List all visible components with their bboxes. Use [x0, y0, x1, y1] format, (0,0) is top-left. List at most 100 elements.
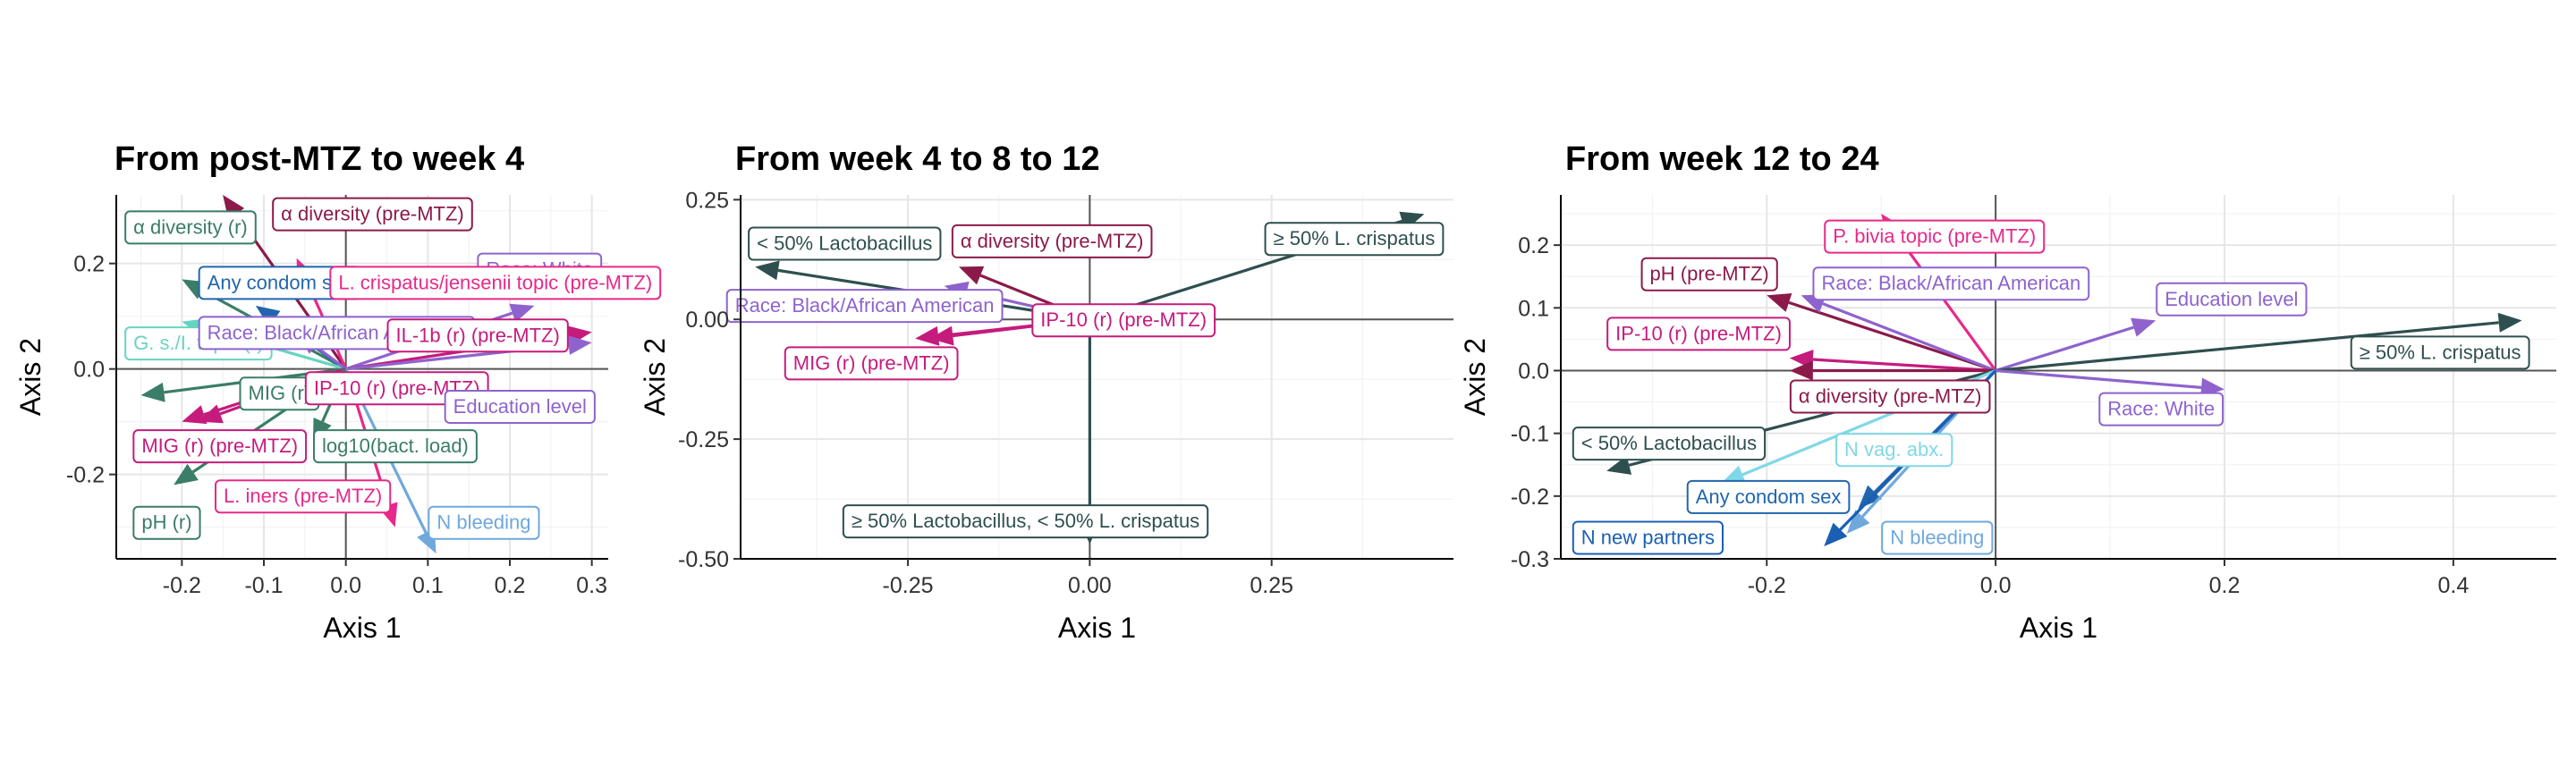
vector-label-box	[428, 505, 540, 540]
vector-arrowhead	[174, 463, 199, 486]
vector-label: pH (r)	[132, 505, 201, 540]
vector-label-text: Race: Black/African American	[1821, 272, 2080, 294]
vector-label: ≥ 50% Lactobacillus, < 50% L. crispatus	[842, 504, 1209, 539]
vector-label-text: α diversity (pre-MTZ)	[281, 203, 464, 225]
x-tick-label: 0.0	[1980, 573, 2012, 598]
vector-labels: < 50% Lactobacillus α diversity (pre-MTZ)…	[725, 222, 1445, 539]
vector-labels: α diversity (r) α diversity (pre-MTZ) Any …	[124, 197, 662, 540]
vector-arrow-line	[1822, 302, 1996, 372]
x-tick-label: 0.1	[412, 573, 444, 598]
vector-label-text: Any condom sex	[208, 271, 353, 293]
panel-title: From week 12 to 24	[1565, 140, 1879, 178]
vector-label: IL-1b (r) (pre-MTZ)	[386, 318, 569, 353]
vector-label-text: Education level	[453, 395, 587, 418]
vector-label: IP-10 (r) (pre-MTZ)	[1031, 303, 1216, 338]
vector-label-text: < 50% Lactobacillus	[757, 232, 932, 255]
vector-label-text: < 50% Lactobacillus	[1581, 432, 1757, 454]
vector-label-box	[329, 266, 662, 300]
vector-label-text: P. bivia topic (pre-MTZ)	[1833, 225, 2036, 248]
vector-label: L. crispatus/jensenii topic (pre-MTZ)	[329, 266, 662, 300]
vector-arrowhead	[182, 405, 208, 425]
vector-label-box	[1264, 222, 1445, 257]
vector-labels: P. bivia topic (pre-MTZ) pH (pre-MTZ) Race…	[1572, 219, 2530, 555]
vector-arrowhead	[915, 325, 940, 346]
panel-title: From week 4 to 8 to 12	[735, 140, 1100, 178]
vector-arrow-line	[1812, 358, 1996, 373]
vector-label: MIG (r)	[239, 376, 320, 411]
vector-label: N bleeding	[1881, 520, 1994, 555]
vector-label-box	[1031, 303, 1216, 338]
vector-label: log10(bact. load)	[313, 429, 478, 464]
vector-label-box	[1572, 520, 1724, 555]
x-tick-label: 0.25	[1250, 573, 1293, 598]
vector-arrowhead	[140, 382, 165, 402]
vector-label-box	[313, 429, 478, 464]
panel-title: From post-MTZ to week 4	[114, 140, 524, 178]
panel-2: < 50% Lactobacillus α diversity (pre-MTZ)…	[639, 140, 1453, 644]
y-axis-title: Axis 2	[1459, 338, 1491, 416]
vector-label-box	[304, 371, 489, 406]
vector-arrowhead	[958, 266, 985, 285]
y-tick-label: 0.0	[73, 358, 105, 383]
vector-label-text: IP-10 (r) (pre-MTZ)	[1615, 322, 1782, 344]
vector-label-text: Race: White	[2107, 398, 2215, 420]
vector-arrowhead	[2497, 312, 2522, 333]
x-tick-label: 0.2	[495, 573, 526, 598]
vector-label-text: L. crispatus/jensenii topic (pre-MTZ)	[338, 271, 652, 293]
y-tick-label: 0.00	[685, 308, 729, 333]
vector-label: N bleeding	[428, 505, 540, 540]
y-tick-label: 0.0	[1518, 359, 1549, 384]
vector-arrow-line	[1995, 321, 2499, 373]
vector-label-box	[272, 197, 473, 232]
x-tick-label: 0.2	[2209, 573, 2241, 598]
vector-label-text: Race: Black/African American	[735, 294, 995, 317]
vector-label: α diversity (r)	[124, 210, 257, 245]
vector-label: ≥ 50% L. crispatus	[2350, 335, 2530, 370]
vector-label-box	[725, 289, 1004, 324]
vector-label-box	[1606, 317, 1791, 351]
y-tick-label: -0.25	[678, 427, 729, 452]
y-tick-label: -0.2	[1511, 485, 1549, 510]
vector-label-text: α diversity (pre-MTZ)	[961, 230, 1144, 252]
x-tick-label: 0.3	[576, 573, 607, 598]
vector-label-text: pH (r)	[141, 511, 191, 534]
vector-label: < 50% Lactobacillus	[1572, 427, 1767, 461]
vector-label-box	[386, 318, 569, 353]
vector-label-text: ≥ 50% L. crispatus	[1274, 227, 1436, 249]
vector-label-text: Any condom sex	[1696, 486, 1842, 508]
vector-label-text: IL-1b (r) (pre-MTZ)	[396, 324, 560, 346]
vector-label-box	[784, 346, 959, 381]
vector-label: Any condom sex	[198, 266, 362, 300]
panel-1: α diversity (r) α diversity (pre-MTZ) Any …	[14, 140, 662, 644]
vector-label-box	[1789, 379, 1991, 414]
vector-label-box	[2098, 392, 2224, 427]
vector-label: IP-10 (r) (pre-MTZ)	[304, 371, 489, 406]
x-tick-label: -0.2	[1748, 573, 1786, 598]
vector-arrowhead	[1846, 510, 1870, 534]
vector-arrowhead	[1858, 485, 1882, 509]
vector-label-text: ≥ 50% Lactobacillus, < 50% L. crispatus	[852, 510, 1199, 532]
vector-label-box	[444, 389, 596, 424]
vector-label-text: N new partners	[1581, 526, 1715, 548]
vector-label-box	[1812, 266, 2090, 301]
x-axis-title: Axis 1	[2020, 612, 2097, 644]
vector-arrowhead	[198, 404, 224, 424]
vector-arrowhead	[2131, 317, 2157, 337]
vector-label: pH (pre-MTZ)	[1640, 257, 1778, 291]
y-tick-label: 0.25	[685, 188, 729, 213]
y-tick-label: 0.1	[1518, 296, 1549, 321]
vector-label-box	[2156, 282, 2308, 317]
vector-label-box	[1640, 257, 1778, 291]
vector-label: Race: Black/African American	[1812, 266, 2090, 301]
vector-label: Race: Black/African American	[725, 289, 1004, 324]
vector-label: Education level	[444, 389, 596, 424]
vector-arrowhead	[755, 260, 780, 281]
x-tick-label: -0.25	[883, 573, 934, 598]
vector-label: α diversity (pre-MTZ)	[272, 197, 473, 232]
y-tick-label: 0.2	[1518, 233, 1549, 258]
vector-label-box	[124, 210, 257, 245]
y-tick-label: -0.1	[1511, 422, 1549, 447]
vector-label-text: MIG (r) (pre-MTZ)	[793, 351, 950, 374]
